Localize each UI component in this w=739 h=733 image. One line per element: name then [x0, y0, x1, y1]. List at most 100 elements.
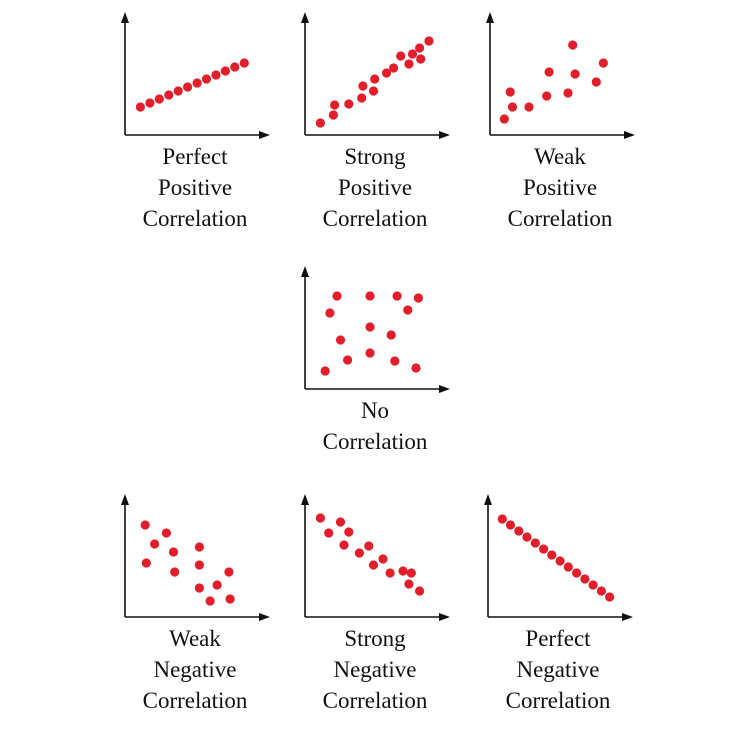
x-axis-arrow-icon [259, 613, 270, 621]
caption-line: Negative [333, 657, 417, 682]
caption-line: Correlation [507, 206, 613, 231]
chart-caption: Strong Negative Correlation [285, 623, 465, 716]
scatter-plot [486, 12, 635, 139]
scatter-panel: No Correlation [285, 266, 465, 496]
data-point [370, 74, 380, 84]
x-axis-arrow-icon [624, 131, 635, 139]
data-point [524, 102, 534, 112]
data-point [514, 526, 524, 536]
data-point [239, 58, 249, 68]
data-point [415, 43, 425, 53]
caption-line: Positive [337, 175, 413, 200]
y-axis-arrow-icon [301, 266, 309, 277]
data-point [404, 579, 414, 589]
data-point [173, 86, 183, 96]
data-point [212, 580, 222, 590]
data-point [135, 102, 145, 112]
scatter-panel: Perfect Positive Correlation [105, 12, 285, 242]
data-point [201, 74, 212, 84]
data-point [332, 291, 342, 301]
scatter-panel: Weak Positive Correlation [470, 12, 650, 242]
scatter-panel: Weak Negative Correlation [105, 494, 285, 724]
caption-line: Strong [344, 626, 406, 651]
chart-caption: Strong Positive Correlation [285, 141, 465, 234]
data-point [335, 517, 346, 527]
caption-line: Positive [522, 175, 598, 200]
data-point [344, 99, 354, 109]
caption-line: Correlation [142, 688, 248, 713]
data-point [205, 596, 215, 606]
data-point [365, 348, 375, 358]
data-point [413, 293, 423, 303]
x-axis-arrow-icon [622, 613, 633, 621]
data-point [407, 49, 418, 59]
caption-line: Perfect [162, 144, 228, 169]
y-axis-arrow-icon [301, 494, 309, 505]
data-point [368, 560, 379, 570]
data-point [145, 98, 155, 108]
data-point [328, 110, 338, 120]
data-point [141, 558, 151, 568]
data-point [358, 81, 368, 91]
data-point [335, 335, 346, 345]
data-point [530, 538, 540, 548]
data-point [605, 592, 615, 602]
data-point [555, 556, 565, 566]
data-point [140, 520, 150, 530]
scatter-panel: Perfect Negative Correlation [468, 494, 648, 724]
y-axis-arrow-icon [484, 494, 492, 505]
scatter-plot [484, 494, 633, 621]
data-point [588, 580, 598, 590]
scatter-plot [121, 12, 270, 139]
data-point [563, 88, 573, 98]
y-axis-arrow-icon [121, 494, 129, 505]
data-point [411, 363, 421, 373]
y-axis-arrow-icon [486, 12, 494, 23]
data-point [596, 586, 606, 596]
data-point [542, 91, 552, 101]
caption-line: Negative [153, 657, 237, 682]
data-point [325, 308, 335, 318]
data-point [150, 539, 160, 549]
caption-line: Correlation [322, 688, 428, 713]
x-axis-arrow-icon [259, 131, 270, 139]
data-point [505, 87, 515, 97]
caption-line: Weak [534, 144, 586, 169]
data-point [403, 305, 413, 315]
caption-line: Negative [516, 657, 600, 682]
data-point [390, 356, 400, 366]
data-point [343, 355, 353, 365]
scatter-plot [301, 494, 450, 621]
y-axis-arrow-icon [121, 12, 129, 23]
x-axis-arrow-icon [439, 613, 450, 621]
data-point [320, 366, 330, 376]
data-point [598, 58, 608, 68]
data-point [224, 567, 234, 577]
data-point [386, 330, 396, 340]
data-point [568, 40, 578, 50]
chart-caption: Perfect Negative Correlation [468, 623, 648, 716]
data-point [364, 541, 374, 551]
scatter-plot [121, 494, 270, 621]
chart-caption: Weak Positive Correlation [470, 141, 650, 234]
data-point [357, 93, 367, 103]
x-axis-arrow-icon [439, 131, 450, 139]
data-point [544, 67, 554, 77]
data-point [324, 528, 334, 538]
data-point [365, 322, 375, 332]
caption-line: No [360, 398, 390, 423]
y-axis-arrow-icon [301, 12, 309, 23]
chart-caption: No Correlation [285, 395, 465, 457]
data-point [539, 544, 549, 554]
data-point [161, 528, 171, 538]
chart-caption: Perfect Positive Correlation [105, 141, 285, 234]
caption-line: Correlation [322, 206, 428, 231]
data-point [547, 550, 557, 560]
data-point [164, 90, 174, 100]
scatter-panel: Strong Negative Correlation [285, 494, 465, 724]
data-point [170, 567, 180, 577]
data-point [354, 548, 364, 558]
data-point [194, 583, 204, 593]
data-point [183, 82, 193, 92]
data-point [368, 86, 379, 96]
